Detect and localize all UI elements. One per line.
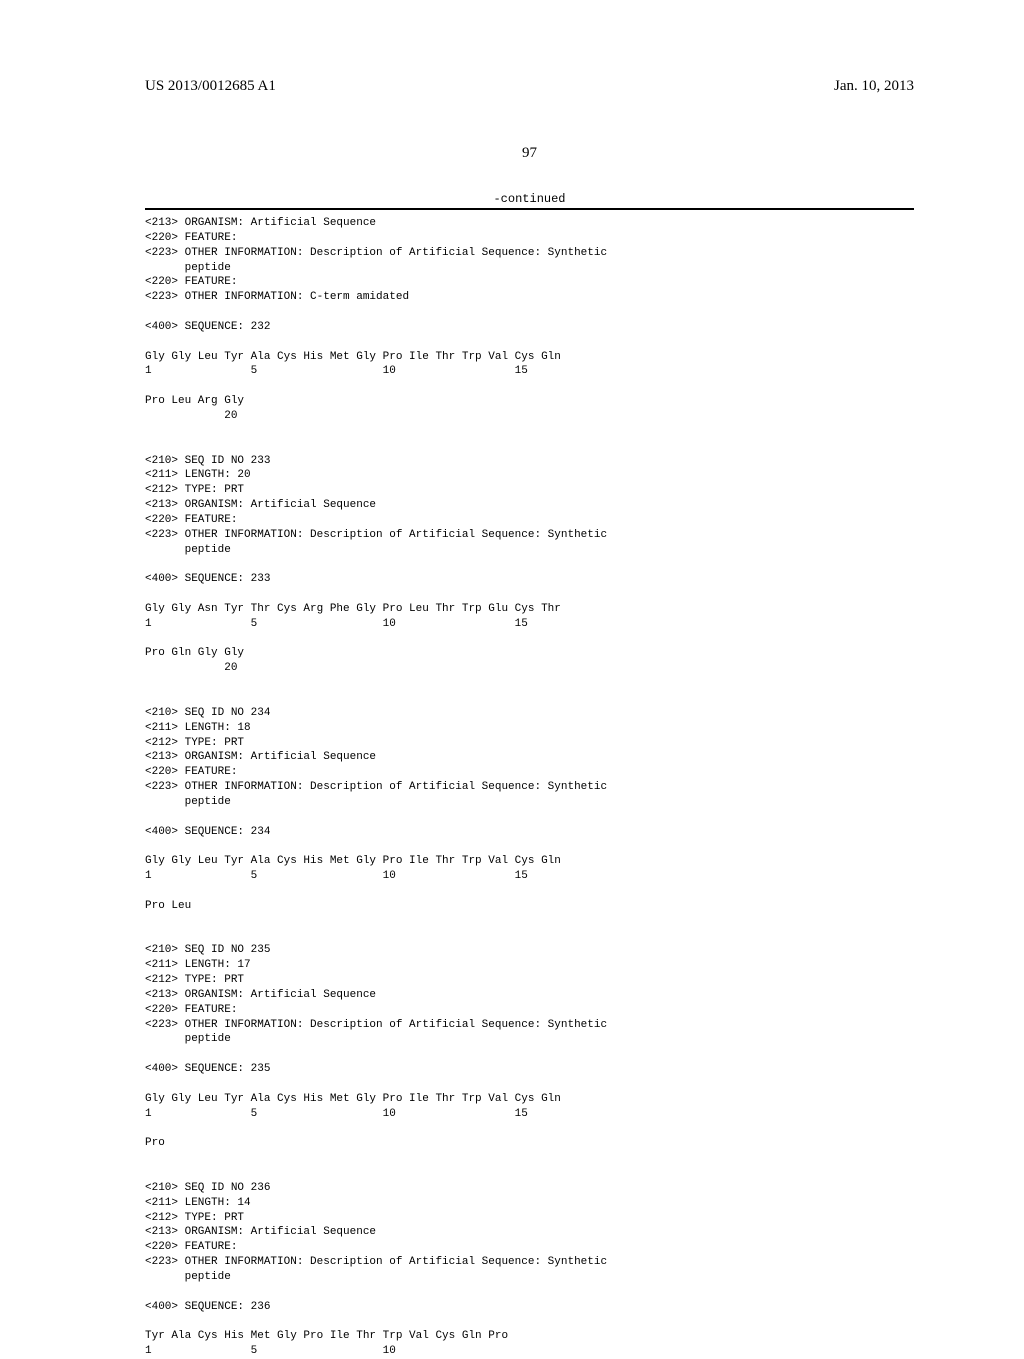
page-header: US 2013/0012685 A1 Jan. 10, 2013 — [145, 78, 914, 95]
publication-number: US 2013/0012685 A1 — [145, 78, 276, 95]
sequence-listing: <213> ORGANISM: Artificial Sequence <220… — [145, 216, 914, 1359]
horizontal-rule — [145, 208, 914, 210]
continued-label: -continued — [145, 192, 914, 206]
publication-date: Jan. 10, 2013 — [834, 78, 914, 95]
page-number: 97 — [145, 145, 914, 162]
